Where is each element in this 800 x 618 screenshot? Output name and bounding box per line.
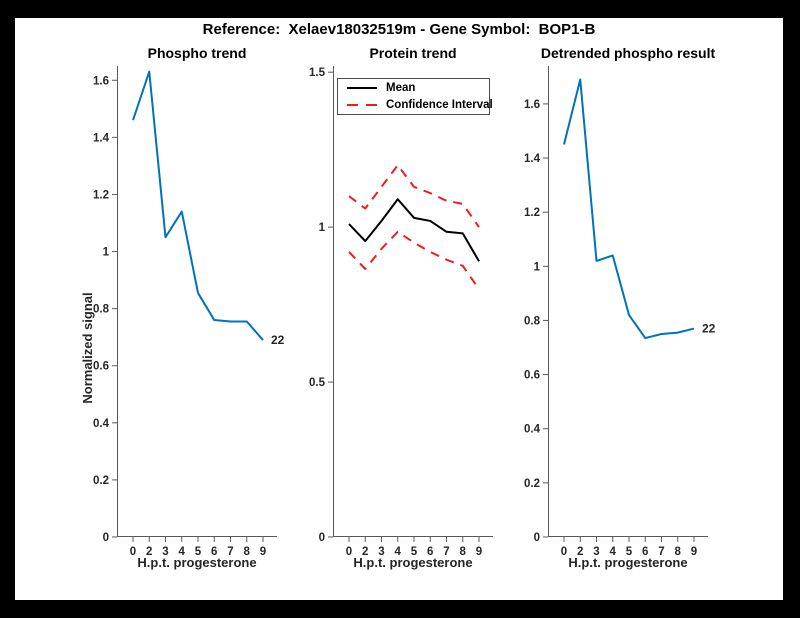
phospho-trend-chart: 00.20.40.60.811.21.41.60 2 3 4 5 6 7 8 922 [93, 66, 285, 558]
plot-title-protein: Protein trend [369, 45, 457, 61]
matlab-figure-canvas: Reference: Xelaev18032519m - Gene Symbol… [15, 18, 783, 600]
endpoint-annotation: 22 [702, 322, 716, 336]
x-axis-label-protein: H.p.t. progesterone [353, 555, 473, 570]
x-tick-label: 2 [146, 546, 152, 558]
y-tick-label: 0.2 [524, 478, 540, 490]
series-line-0 [348, 198, 480, 262]
series-line-0 [563, 78, 695, 340]
x-tick-label: 3 [378, 546, 384, 558]
x-tick-label: 9 [476, 546, 482, 558]
detrended-phospho-chart: 00.20.40.60.811.21.41.60 2 3 4 5 6 7 8 922 [524, 66, 716, 558]
y-tick-label: 0.2 [93, 475, 109, 487]
y-tick-label: 1.6 [93, 75, 109, 87]
legend-entry-ci: Confidence Interval [347, 97, 493, 113]
x-tick-label: 9 [691, 546, 697, 558]
y-tick-label: 0 [534, 532, 540, 544]
legend-entry-mean: Mean [347, 80, 489, 96]
subplot-phospho-trend: Phospho trend Normalized signal 0 0.2 0.4 0… [80, 45, 285, 570]
x-tick-label: 6 [211, 546, 217, 558]
y-tick-label: 0.6 [524, 370, 540, 382]
x-tick-label: 8 [244, 546, 251, 558]
plot-title-detrended: Detrended phospho result [540, 45, 716, 61]
y-tick-label: 1.2 [524, 207, 540, 219]
x-tick-label: 0 [346, 546, 352, 558]
x-tick-label: 7 [227, 546, 233, 558]
y-tick-label: 1 [103, 247, 110, 259]
x-tick-label: 5 [195, 546, 202, 558]
y-tick-label: 0.4 [524, 424, 541, 436]
y-tick-label: 1 [534, 261, 541, 273]
figure-title: Reference: Xelaev18032519m - Gene Symbol… [202, 21, 596, 38]
y-tick-label: 1.4 [93, 132, 110, 144]
x-axis-label-phospho: H.p.t. progesterone [137, 555, 257, 570]
y-tick-label: 0.8 [524, 315, 541, 327]
x-tick-label: 5 [411, 546, 418, 558]
series-line-2 [348, 230, 480, 290]
x-tick-label: 6 [642, 546, 648, 558]
series-line-1 [348, 164, 480, 228]
subplot-protein-trend: Protein trend 0 0.5 1 1.5 0 2 3 4 5 6 7 8 9 Mean Con… [309, 45, 493, 570]
y-tick-label: 1.5 [309, 67, 326, 79]
x-tick-label: 7 [443, 546, 449, 558]
y-tick-label: 1 [319, 222, 326, 234]
x-tick-label: 0 [130, 546, 136, 558]
y-tick-label: 0.5 [309, 377, 326, 389]
x-tick-label: 3 [162, 546, 168, 558]
y-tick-label: 0 [319, 532, 325, 544]
legend-label-ci: Confidence Interval [386, 99, 493, 111]
x-tick-label: 4 [179, 546, 186, 558]
x-tick-label: 4 [610, 546, 617, 558]
endpoint-annotation: 22 [271, 333, 285, 347]
plot-title-phospho: Phospho trend [147, 45, 247, 61]
legend-label-mean: Mean [386, 82, 416, 94]
x-tick-label: 2 [362, 546, 368, 558]
ci-line-sample [347, 104, 377, 106]
subplot-detrended-phospho: Detrended phospho result 0 0.2 0.4 0.6 0.8 1 1… [524, 45, 716, 570]
x-tick-label: 6 [427, 546, 433, 558]
y-tick-label: 1.2 [93, 189, 109, 201]
series-line-0 [132, 70, 264, 341]
legend: Mean Confidence Interval [337, 78, 493, 115]
protein-trend-chart: 00.511.50 2 3 4 5 6 7 8 9 [309, 66, 493, 558]
y-tick-label: 0 [103, 532, 109, 544]
x-tick-label: 9 [260, 546, 266, 558]
x-tick-label: 0 [561, 546, 567, 558]
x-tick-label: 8 [460, 546, 467, 558]
mean-line-sample [347, 87, 377, 89]
x-axis-label-detrended: H.p.t. progesterone [568, 555, 688, 570]
x-tick-label: 4 [395, 546, 402, 558]
x-tick-label: 3 [593, 546, 599, 558]
x-tick-label: 2 [577, 546, 583, 558]
y-tick-label: 1.4 [524, 153, 541, 165]
y-tick-label: 0.6 [93, 361, 109, 373]
x-tick-label: 5 [626, 546, 633, 558]
y-tick-label: 1.6 [524, 99, 540, 111]
x-tick-label: 7 [658, 546, 664, 558]
x-tick-label: 8 [675, 546, 682, 558]
y-tick-label: 0.4 [93, 418, 110, 430]
y-tick-label: 0.8 [93, 304, 110, 316]
